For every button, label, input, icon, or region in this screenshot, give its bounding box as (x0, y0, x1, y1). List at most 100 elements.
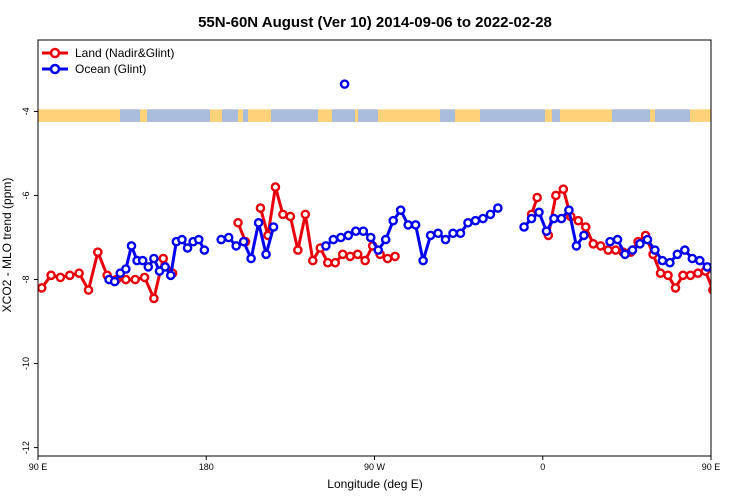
data-point-ocean (246, 253, 256, 264)
data-point-ocean (193, 234, 204, 245)
data-point-ocean (440, 234, 451, 245)
data-point-land (551, 190, 561, 201)
data-point-ocean (612, 234, 623, 245)
data-point-ocean (556, 213, 567, 224)
data-point-land (610, 245, 621, 255)
data-point-land (337, 249, 348, 260)
data-point-ocean (642, 234, 653, 245)
data-point-land (360, 255, 370, 266)
data-point-ocean (680, 245, 690, 255)
data-point-ocean (268, 222, 279, 232)
legend-label-ocean: Ocean (Glint) (75, 62, 146, 76)
series-line-ocean (743, 246, 750, 273)
data-point-ocean (739, 270, 746, 277)
data-point-land (558, 184, 569, 194)
data-point-ocean (121, 264, 131, 274)
data-point-ocean (650, 245, 660, 255)
data-point-land (708, 285, 711, 295)
data-point-land (300, 209, 311, 220)
data-point-land (603, 245, 613, 255)
data-point-ocean (418, 255, 428, 266)
data-point-land (74, 268, 84, 279)
x-tick-label: 90 W (364, 462, 386, 472)
data-point-ocean (388, 215, 398, 226)
land-mask-band (38, 109, 711, 122)
data-point-land (580, 222, 591, 232)
legend: Land (Nadir&Glint) Ocean (Glint) (42, 46, 174, 76)
data-point-land (532, 192, 542, 203)
data-point-land (693, 268, 703, 279)
ocean-band-segment (271, 109, 318, 122)
ocean-band-segment (358, 109, 378, 122)
data-point-ocean (657, 255, 668, 266)
data-point-land (270, 182, 281, 192)
data-point-ocean (425, 230, 436, 241)
data-point-ocean (485, 209, 496, 220)
data-point-land (724, 270, 731, 277)
data-point-land (663, 270, 673, 281)
y-axis: -4 -6 -8 -10 -12 (21, 107, 38, 454)
data-point-ocean (605, 236, 615, 247)
data-point-land (717, 249, 724, 256)
data-point-land (345, 251, 355, 262)
chart-title: 55N-60N August (Ver 10) 2014-09-06 to 20… (198, 14, 552, 31)
data-point-land (747, 276, 750, 283)
data-point-land (255, 203, 266, 213)
data-point-ocean (534, 207, 544, 218)
data-point-land (233, 217, 243, 228)
data-point-ocean (470, 215, 481, 226)
data-point-land (732, 276, 739, 283)
data-point-ocean (358, 226, 369, 236)
legend-label-land: Land (Nadir&Glint) (75, 46, 174, 60)
data-point-ocean (182, 243, 193, 253)
data-point-ocean (519, 222, 529, 232)
data-point-ocean (343, 230, 354, 241)
data-point-ocean (549, 213, 559, 224)
data-point-ocean (261, 249, 271, 260)
data-point-land (595, 241, 606, 251)
data-point-land (352, 249, 363, 260)
data-point-ocean (149, 253, 159, 264)
data-point-land (390, 251, 400, 262)
y-tick-label: -6 (21, 191, 31, 199)
data-point-ocean (403, 220, 413, 230)
data-point-land (278, 209, 288, 220)
data-point-land (130, 274, 141, 285)
x-tick-label: 0 (540, 462, 545, 472)
ocean-band-segment (552, 109, 560, 122)
data-point-land (330, 257, 341, 268)
data-point-ocean (493, 203, 503, 213)
data-point-ocean (635, 238, 645, 249)
data-point-ocean (745, 265, 750, 272)
x-axis: 90 E 180 90 W 0 90 E (29, 456, 721, 472)
ocean-band-segment (120, 109, 140, 122)
data-point-ocean (365, 232, 376, 243)
data-point-land (93, 247, 103, 258)
ocean-band-segment (480, 109, 545, 122)
data-point-ocean (463, 217, 473, 228)
x-tick-label: 180 (199, 462, 214, 472)
series-layer (38, 79, 750, 304)
data-point-ocean (694, 255, 705, 266)
x-tick-label: 90 E (702, 462, 721, 472)
legend-marker-ocean (49, 63, 61, 75)
data-point-ocean (160, 262, 170, 272)
data-point-ocean (351, 226, 361, 236)
data-point-land (322, 257, 333, 268)
y-tick-label: -4 (21, 107, 31, 115)
data-point-ocean (564, 205, 574, 215)
data-point-land (149, 293, 159, 304)
data-point-ocean (223, 232, 234, 243)
data-point-land (121, 274, 131, 285)
data-point-ocean (336, 232, 346, 243)
data-point-ocean (137, 255, 148, 266)
y-tick-label: -10 (21, 357, 31, 370)
ocean-band-segment (222, 109, 238, 122)
data-point-ocean (165, 270, 176, 281)
data-point-land (670, 283, 681, 293)
data-point-land (382, 253, 393, 264)
data-point-ocean (395, 205, 406, 215)
x-tick-label: 90 E (29, 462, 48, 472)
data-point-ocean (410, 220, 421, 230)
data-point-ocean (433, 228, 443, 239)
